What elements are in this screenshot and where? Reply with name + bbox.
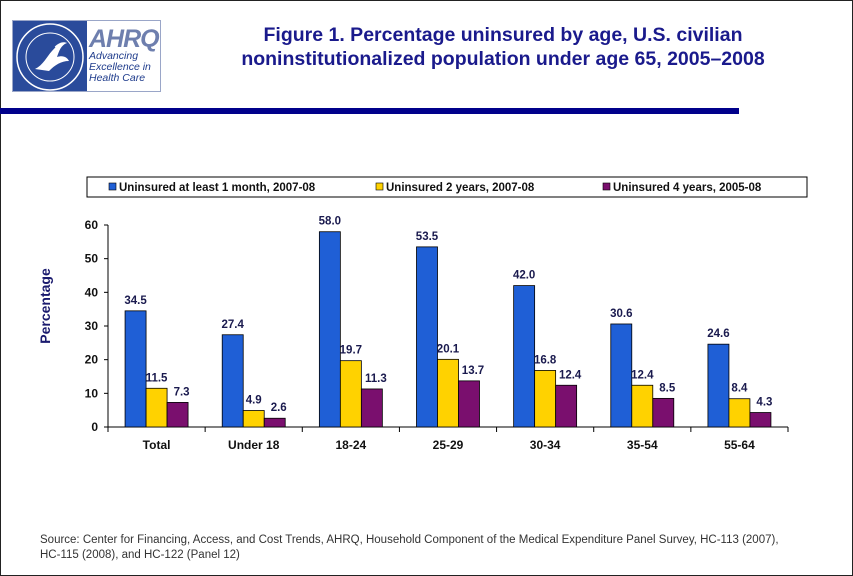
data-label-3-3: 11.3 bbox=[365, 373, 387, 385]
y-tick-label: 50 bbox=[85, 252, 99, 266]
data-label-1-2: 27.4 bbox=[222, 319, 245, 331]
ahrq-logo: AHRQ Advancing Excellence in Health Care bbox=[12, 20, 161, 92]
bar-2-5 bbox=[534, 370, 557, 428]
legend-label-2: Uninsured 2 years, 2007-08 bbox=[386, 182, 535, 194]
x-tick-label: Under 18 bbox=[228, 438, 280, 452]
y-tick-label: 0 bbox=[91, 420, 98, 434]
bar-2-7 bbox=[728, 398, 751, 428]
data-label-1-5: 42.0 bbox=[513, 270, 535, 282]
logo-tagline-2: Excellence in bbox=[89, 61, 151, 73]
legend-label-3: Uninsured 4 years, 2005-08 bbox=[613, 182, 762, 194]
bar-2-6 bbox=[631, 384, 654, 428]
x-tick-label: 30-34 bbox=[530, 438, 561, 452]
data-label-2-5: 16.8 bbox=[534, 354, 557, 366]
hhs-seal-icon bbox=[13, 21, 87, 91]
bar-3-2 bbox=[263, 417, 286, 428]
source-note: Source: Center for Financing, Access, an… bbox=[40, 533, 830, 563]
logo-ahrq: AHRQ bbox=[89, 25, 160, 53]
source-line-2: HC-115 (2008), and HC-122 (Panel 12) bbox=[40, 549, 240, 561]
data-label-2-1: 11.5 bbox=[146, 372, 168, 384]
legend-swatch-2 bbox=[375, 182, 384, 191]
bar-2-1 bbox=[145, 387, 168, 428]
legend-swatch-1 bbox=[108, 182, 117, 191]
bar-1-7 bbox=[707, 343, 730, 428]
figure-title-line-2: noninstitutionalized population under ag… bbox=[241, 48, 765, 70]
figure-title-line-1: Figure 1. Percentage uninsured by age, U… bbox=[263, 24, 743, 46]
bar-1-1 bbox=[124, 310, 147, 428]
data-label-2-2: 4.9 bbox=[246, 395, 262, 407]
source-line-1: Source: Center for Financing, Access, an… bbox=[40, 534, 779, 546]
data-label-1-7: 24.6 bbox=[707, 328, 729, 340]
bar-3-5 bbox=[555, 384, 578, 428]
data-label-3-5: 12.4 bbox=[559, 369, 582, 381]
bar-3-3 bbox=[360, 388, 383, 428]
data-label-2-3: 19.7 bbox=[340, 345, 362, 357]
data-label-3-7: 4.3 bbox=[756, 397, 772, 409]
logo-tagline-3: Health Care bbox=[89, 72, 146, 84]
y-axis-label: Percentage bbox=[37, 268, 53, 344]
y-tick-label: 20 bbox=[85, 353, 99, 367]
bar-3-6 bbox=[652, 397, 675, 428]
x-tick-label: 35-54 bbox=[627, 438, 658, 452]
figure-title: Figure 1. Percentage uninsured by age, U… bbox=[168, 23, 838, 71]
y-tick-label: 30 bbox=[85, 319, 99, 333]
data-label-1-3: 58.0 bbox=[319, 216, 341, 228]
data-label-1-4: 53.5 bbox=[416, 231, 439, 243]
y-tick-label: 60 bbox=[85, 218, 99, 232]
data-label-2-6: 12.4 bbox=[631, 369, 654, 381]
bar-2-4 bbox=[437, 358, 459, 428]
y-tick-label: 10 bbox=[85, 386, 99, 400]
x-tick-label: 25-29 bbox=[433, 438, 464, 452]
data-label-3-4: 13.7 bbox=[462, 365, 484, 377]
bar-3-1 bbox=[166, 402, 189, 428]
data-label-2-7: 8.4 bbox=[731, 383, 748, 395]
bar-1-2 bbox=[221, 334, 244, 428]
data-label-1-1: 34.5 bbox=[124, 295, 147, 307]
x-tick-label: Total bbox=[143, 438, 171, 452]
bar-3-7 bbox=[749, 412, 772, 428]
data-label-3-2: 2.6 bbox=[271, 402, 287, 414]
bar-1-3 bbox=[318, 231, 341, 428]
bar-1-4 bbox=[416, 246, 438, 428]
data-label-3-6: 8.5 bbox=[659, 382, 676, 394]
bar-2-2 bbox=[242, 410, 265, 428]
bar-3-4 bbox=[458, 380, 480, 428]
bar-2-3 bbox=[339, 360, 362, 428]
bar-1-6 bbox=[610, 323, 633, 428]
x-tick-label: 18-24 bbox=[336, 438, 367, 452]
y-tick-label: 40 bbox=[85, 285, 99, 299]
logo-text: AHRQ Advancing Excellence in Health Care bbox=[89, 25, 160, 84]
legend-swatch-3 bbox=[602, 182, 611, 191]
legend-box bbox=[86, 176, 808, 198]
logo-tagline-1: Advancing bbox=[89, 50, 139, 62]
legend-label-1: Uninsured at least 1 month, 2007-08 bbox=[119, 182, 316, 194]
bar-1-5 bbox=[513, 285, 536, 428]
x-tick-label: 55-64 bbox=[724, 438, 755, 452]
data-label-3-1: 7.3 bbox=[174, 386, 190, 398]
data-label-1-6: 30.6 bbox=[610, 308, 632, 320]
title-divider bbox=[0, 108, 739, 114]
data-label-2-4: 20.1 bbox=[437, 343, 460, 355]
